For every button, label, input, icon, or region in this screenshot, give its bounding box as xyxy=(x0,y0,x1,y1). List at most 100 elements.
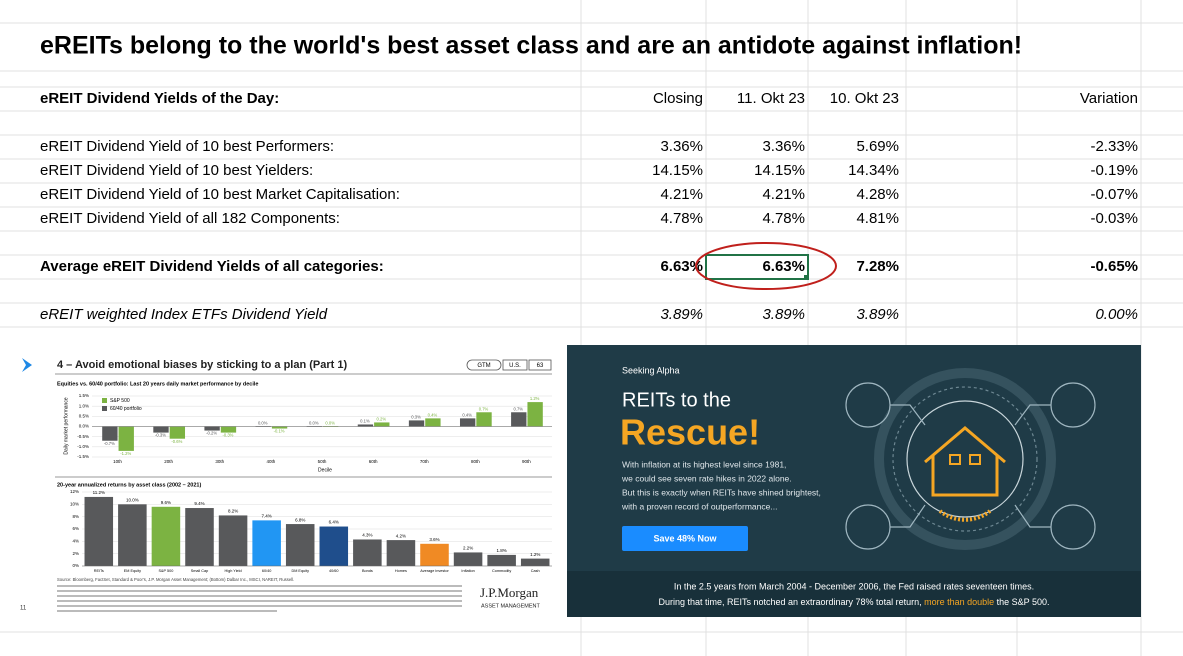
tag: 63 xyxy=(537,363,544,369)
bar xyxy=(453,552,483,566)
bar xyxy=(353,539,382,566)
x-tick-label: 80th xyxy=(471,459,480,464)
table-cell: 4.28% xyxy=(856,186,899,203)
bar xyxy=(511,412,527,427)
y-tick-label: 12% xyxy=(70,489,79,494)
bar xyxy=(425,418,441,427)
value-label: 0.4% xyxy=(428,412,438,417)
source-note: Source: Bloomberg, FactSet, Standard & P… xyxy=(57,577,294,582)
bar xyxy=(476,412,492,427)
bar xyxy=(459,418,476,427)
bar xyxy=(118,504,147,566)
x-tick-label: Average investor xyxy=(420,569,449,573)
ad-illustration xyxy=(845,368,1096,550)
x-tick-label: REITs xyxy=(94,569,104,573)
table-cell: 4.78% xyxy=(660,210,703,227)
brand: J.P.Morgan xyxy=(480,585,539,600)
value-label: -0.3% xyxy=(155,433,166,438)
bar xyxy=(252,520,281,566)
value-label: 0.3% xyxy=(411,415,421,420)
ad-button-label[interactable]: Save 48% Now xyxy=(653,533,717,543)
ad-brand: Seeking Alpha xyxy=(622,365,680,375)
value-label: -0.6% xyxy=(171,439,182,444)
y-tick-label: 0.0% xyxy=(79,424,89,429)
bar xyxy=(420,543,449,566)
fill-handle[interactable] xyxy=(804,275,809,280)
table-cell: 3.36% xyxy=(660,138,703,155)
x-tick-label: High Yield xyxy=(225,569,242,573)
x-tick-label: 50th xyxy=(318,459,327,464)
value-label: 0.7% xyxy=(479,406,489,411)
ad-banner[interactable]: Seeking Alpha REITs to the Rescue! With … xyxy=(567,345,1141,617)
slide-bg xyxy=(8,345,557,617)
value-label: -0.1% xyxy=(274,429,285,434)
ad-footer: In the 2.5 years from March 2004 - Decem… xyxy=(674,581,1034,591)
bar xyxy=(218,515,248,566)
arrow-icon xyxy=(22,358,32,372)
x-tick-label: 60/40 xyxy=(262,569,272,573)
table-cell: 6.63% xyxy=(660,258,703,275)
chart-title: 20-year annualized returns by asset clas… xyxy=(57,482,201,488)
value-label: 9.4% xyxy=(194,501,204,506)
bar xyxy=(357,424,374,427)
bar xyxy=(408,420,425,427)
table-cell: -0.03% xyxy=(1090,210,1138,227)
value-label: 0.1% xyxy=(360,419,370,424)
bar xyxy=(386,540,416,566)
legend-swatch xyxy=(102,406,107,411)
x-tick-label: Inflation xyxy=(461,569,474,573)
value-label: 0.0% xyxy=(325,421,335,426)
x-tick-label: 70th xyxy=(420,459,429,464)
value-label: 0.0% xyxy=(258,421,268,426)
value-label: 1.2% xyxy=(530,396,540,401)
ad-body: we could see seven rate hikes in 2022 al… xyxy=(621,473,792,483)
y-tick-label: 0.5% xyxy=(79,414,89,419)
highlight-circle xyxy=(695,242,837,290)
tag-box xyxy=(502,359,528,371)
x-tick-label: DM Equity xyxy=(291,569,309,573)
legend-swatch xyxy=(102,398,107,403)
ad-footer-part: the S&P 500. xyxy=(994,597,1049,607)
x-tick-label: 30th xyxy=(215,459,224,464)
y-tick-label: 0% xyxy=(72,563,79,568)
selected-cell[interactable] xyxy=(705,254,809,280)
ad-footer-part: During that time, REITs notched an extra… xyxy=(658,597,924,607)
ad-headline: REITs to the xyxy=(622,389,731,411)
bar xyxy=(527,402,543,427)
y-tick-label: 1.0% xyxy=(79,403,89,408)
value-label: 0.0% xyxy=(309,421,319,426)
value-label: 0.4% xyxy=(462,412,472,417)
legend-label: 60/40 portfolio xyxy=(110,406,142,412)
bar xyxy=(520,558,550,566)
bar xyxy=(285,524,315,566)
bar xyxy=(487,554,516,566)
legend-label: S&P 500 xyxy=(110,398,130,404)
y-tick-label: 2% xyxy=(72,551,79,556)
sheet-title: eREITs belong to the world's best asset … xyxy=(40,32,1022,60)
row-label: eREIT Dividend Yield of all 182 Componen… xyxy=(40,210,340,227)
jpm-slide: 11 4 – Avoid emotional biases by stickin… xyxy=(8,345,557,617)
x-tick-label: 40/60 xyxy=(329,569,339,573)
y-tick-label: -0.5% xyxy=(77,434,89,439)
bar xyxy=(118,426,134,451)
bar xyxy=(151,506,181,566)
x-tick-label: S&P 500 xyxy=(158,569,173,573)
table-cell: -2.33% xyxy=(1090,138,1138,155)
bar xyxy=(271,426,288,429)
bar xyxy=(169,426,186,439)
row-label: eREIT Dividend Yield of 10 best Performe… xyxy=(40,138,334,155)
value-label: 10.0% xyxy=(126,498,139,503)
ad-button[interactable] xyxy=(622,526,748,551)
table-cell: 10. Okt 23 xyxy=(830,90,899,107)
row-label: eREIT Dividend Yields of the Day: xyxy=(40,90,279,107)
y-tick-label: -1.5% xyxy=(77,454,89,459)
brand-sub: ASSET MANAGEMENT xyxy=(481,603,541,609)
x-axis-label: Decile xyxy=(318,467,332,473)
x-tick-label: Small Cap xyxy=(191,569,209,573)
x-tick-label: 60th xyxy=(369,459,378,464)
x-tick-label: 90th xyxy=(522,459,531,464)
value-label: 11.2% xyxy=(93,490,105,495)
chart-title: Equities vs. 60/40 portfolio: Last 20 ye… xyxy=(57,381,258,387)
value-label: 7.4% xyxy=(262,514,272,519)
